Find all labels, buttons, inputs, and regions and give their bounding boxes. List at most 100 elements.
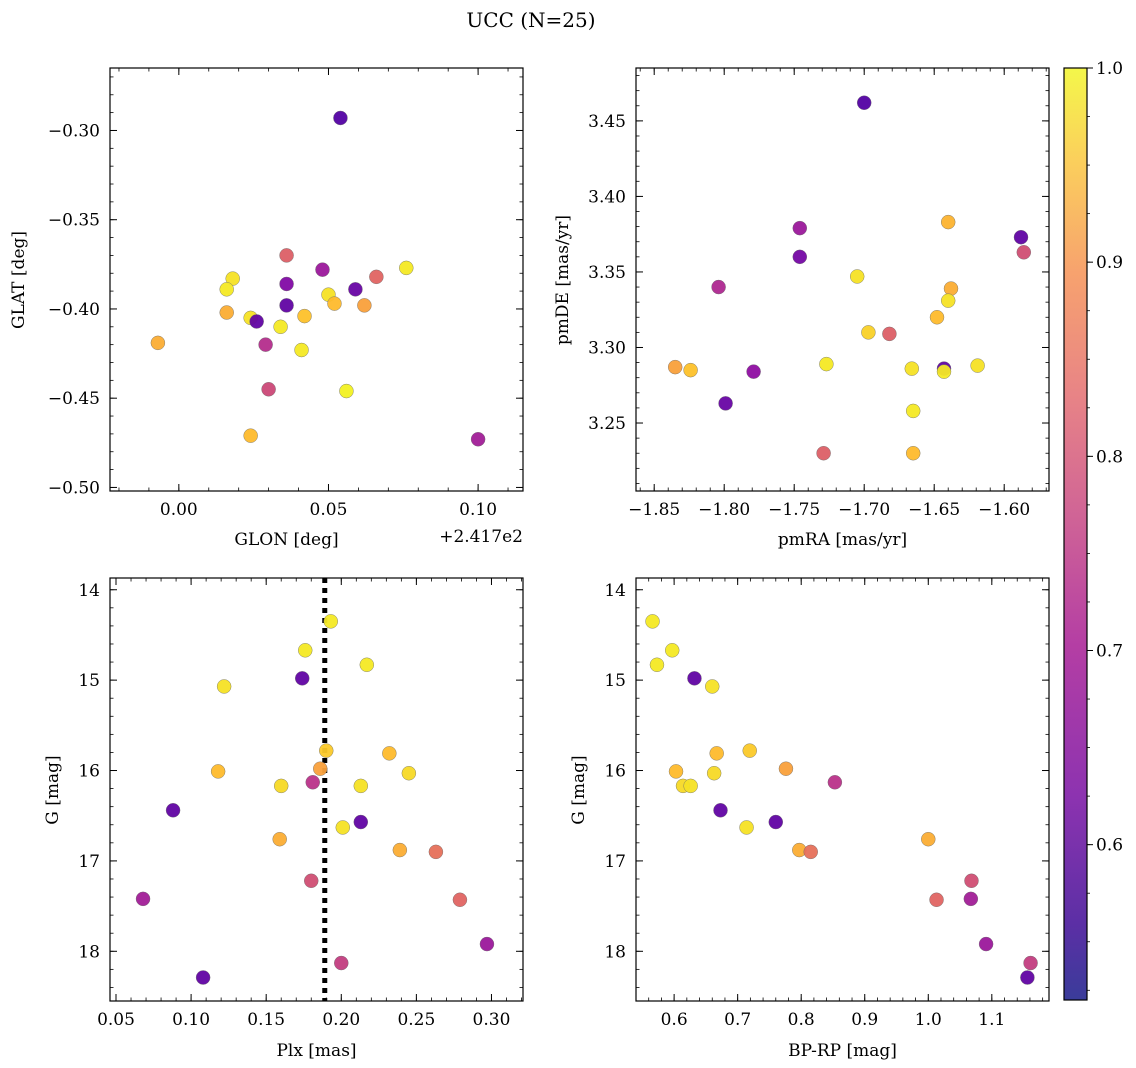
scatter-point: [882, 326, 897, 342]
panel-plx-g: 0.05 0.10 0.15 0.20 0.25 0.30 14 15 16 17 18 Plx [m…: [43, 577, 524, 1061]
y-tick-label: 3.30: [588, 338, 626, 358]
scatter-point: [742, 743, 757, 758]
scatter-point: [929, 892, 944, 907]
scatter-point: [165, 803, 181, 818]
scatter-point: [279, 276, 294, 292]
scatter-point: [929, 310, 945, 325]
colorbar-tick-label: 1.0: [1096, 59, 1123, 79]
scatter-point: [645, 614, 660, 629]
x-tick-label: 1.0: [915, 1010, 942, 1030]
scatter-point: [195, 970, 211, 985]
scatter-point: [1016, 245, 1031, 260]
y-tick-label: −0.35: [48, 211, 100, 231]
x-offset-label: +2.417e2: [439, 527, 523, 547]
y-tick-label: −0.30: [48, 121, 100, 141]
x-tick-label: 1.1: [978, 1010, 1005, 1030]
colorbar-tick-label: 0.7: [1096, 642, 1123, 662]
scatter-point: [768, 814, 783, 830]
scatter-point: [313, 761, 328, 776]
scatter-point: [705, 679, 720, 694]
scatter-point: [739, 820, 754, 835]
scatter-point: [668, 359, 683, 375]
panel-glon-glat: 0.00 0.05 0.10 −0.50 −0.45 −0.40 −0.35 −0.30 GLO…: [9, 67, 524, 550]
scatter-point: [216, 679, 232, 694]
scatter-point: [272, 832, 287, 847]
scatter-point: [392, 842, 408, 858]
scatter-point: [210, 764, 226, 779]
scatter-point: [906, 403, 921, 419]
scatter-point: [943, 281, 959, 296]
x-tick-label: −1.80: [698, 500, 750, 520]
plot-frame: [109, 67, 524, 492]
y-axis-label: GLAT [deg]: [9, 231, 29, 329]
y-tick-label: 14: [78, 581, 100, 601]
x-tick-label: −1.65: [908, 500, 960, 520]
scatter-point: [649, 657, 665, 672]
y-axis-label: G [mag]: [569, 755, 589, 824]
scatter-point: [941, 293, 956, 308]
x-tick-label: −1.70: [838, 500, 890, 520]
scatter-point: [304, 873, 319, 888]
y-tick-label: 3.40: [588, 187, 626, 207]
scatter-point: [778, 761, 794, 776]
scatter-point: [941, 214, 956, 230]
scatter-point: [709, 746, 724, 761]
scatter-point: [713, 803, 728, 818]
scatter-point: [327, 296, 342, 311]
scatter-point: [150, 335, 166, 351]
scatter-point: [274, 778, 289, 794]
x-tick-label: 0.9: [851, 1010, 878, 1030]
plot-frame: [109, 577, 524, 1002]
scatter-point: [668, 764, 684, 779]
scatter-point: [936, 364, 952, 379]
scatter-point: [401, 766, 417, 781]
scatter-point: [683, 778, 698, 794]
scatter-point: [335, 820, 350, 835]
x-tick-label: 0.25: [397, 1010, 435, 1030]
scatter-point: [279, 248, 294, 263]
scatter-point: [970, 358, 985, 373]
x-tick-label: 0.30: [473, 1010, 511, 1030]
plot-frame: [635, 577, 1050, 1002]
x-tick-label: 0.05: [97, 1010, 135, 1030]
scatter-point: [746, 364, 761, 379]
x-tick-label: −1.85: [628, 500, 680, 520]
y-tick-label: 15: [604, 671, 626, 691]
scatter-point: [279, 298, 294, 313]
x-tick-label: 0.05: [310, 500, 348, 520]
scatter-point: [298, 643, 313, 658]
scatter-point: [665, 643, 680, 658]
y-tick-label: 17: [604, 852, 626, 872]
scatter-point: [921, 832, 936, 847]
y-tick-label: 16: [78, 762, 100, 782]
scatter-point: [295, 671, 310, 686]
scatter-point: [964, 873, 979, 888]
scatter-point: [479, 936, 495, 952]
plot-frame: [635, 67, 1050, 492]
scatter-point: [353, 814, 369, 830]
x-axis-label: pmRA [mas/yr]: [778, 530, 907, 550]
scatter-point: [861, 325, 876, 340]
y-tick-label: 18: [78, 942, 100, 962]
y-tick-label: 16: [604, 762, 626, 782]
scatter-point: [816, 446, 831, 461]
scatter-point: [792, 249, 807, 265]
y-tick-label: −0.40: [48, 300, 100, 320]
y-axis-label: G [mag]: [43, 755, 63, 824]
scatter-point: [718, 396, 733, 411]
panel-bprp-g: 0.6 0.7 0.8 0.9 1.0 1.1 14 15 16 17 18 BP-RP [mag] G…: [569, 577, 1050, 1061]
scatter-point: [1013, 229, 1029, 245]
scatter-point: [359, 657, 375, 672]
y-tick-label: 14: [604, 581, 626, 601]
scatter-point: [333, 110, 348, 126]
y-tick-label: 17: [78, 852, 100, 872]
scatter-point: [249, 314, 264, 329]
x-tick-label: 0.10: [172, 1010, 210, 1030]
scatter-point: [978, 936, 994, 952]
scatter-point: [803, 844, 818, 860]
scatter-point: [1020, 970, 1035, 985]
scatter-point: [706, 766, 722, 781]
scatter-point: [819, 356, 834, 372]
scatter-point: [305, 775, 320, 790]
y-tick-label: 3.45: [588, 112, 626, 132]
